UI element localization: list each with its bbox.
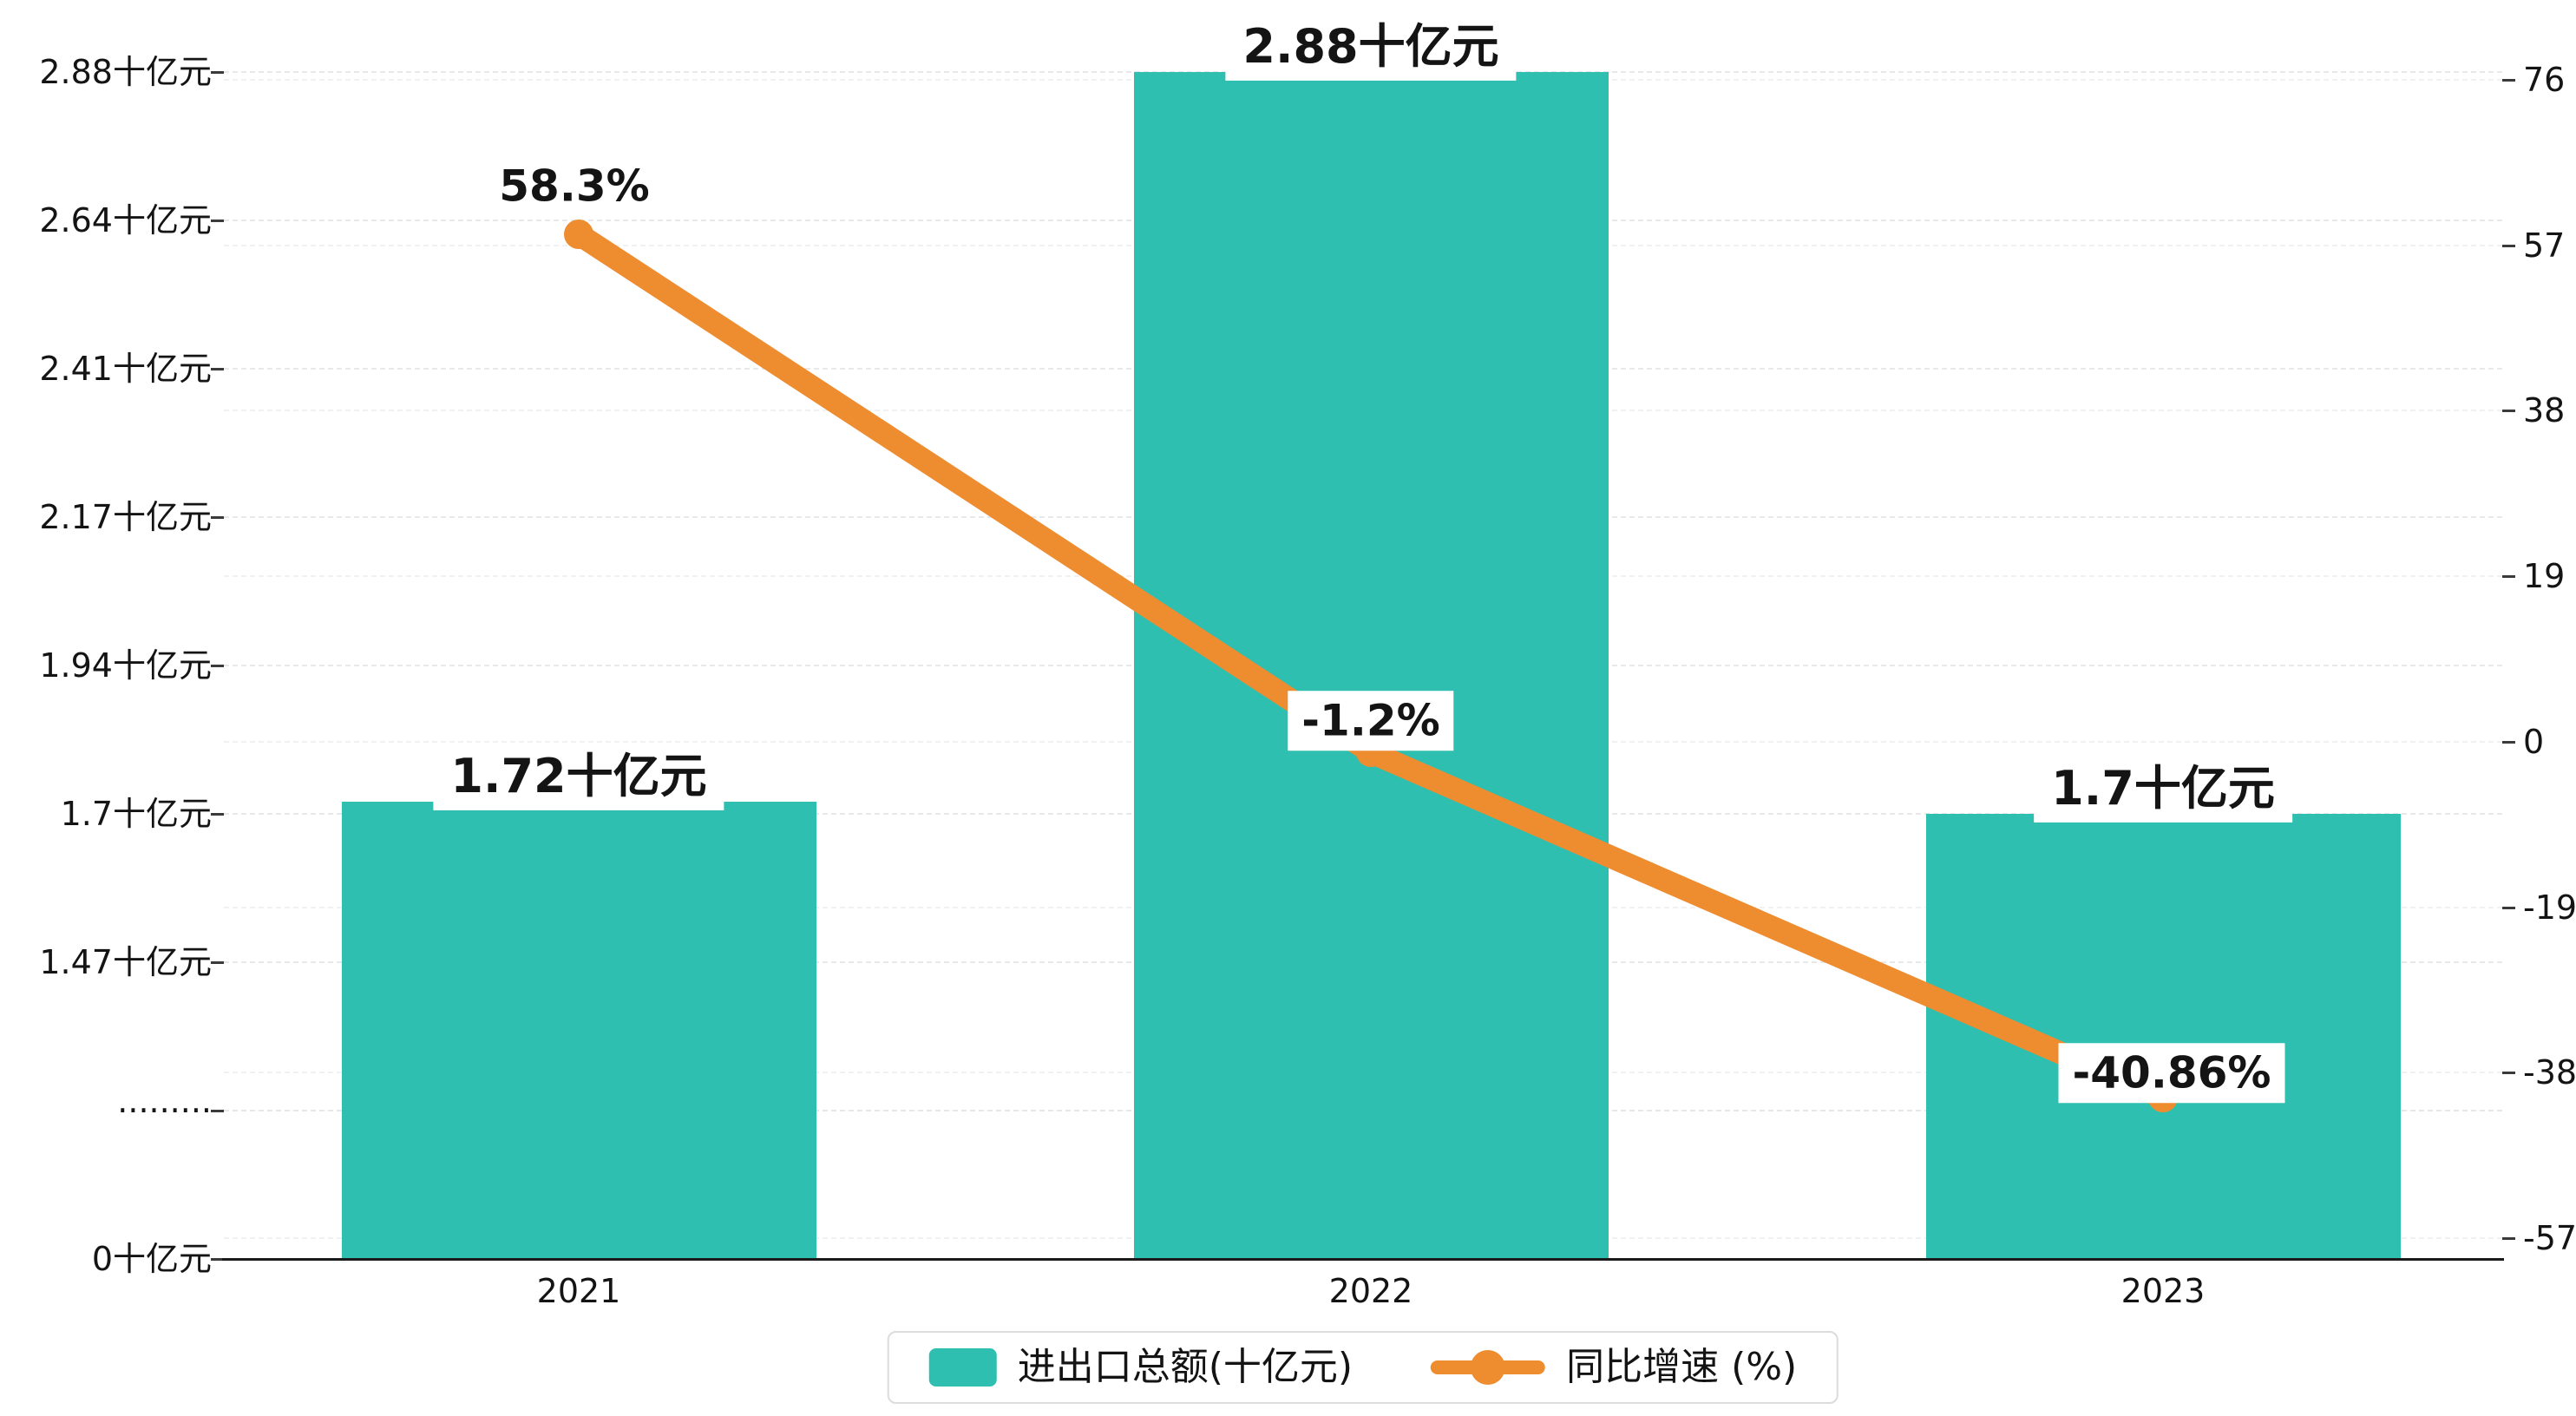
left-axis-tick-label: 2.88十亿元 xyxy=(39,53,212,91)
right-axis-tick-mark xyxy=(2502,575,2515,579)
left-axis-tick-mark xyxy=(211,961,224,964)
left-axis-tick-label: 1.94十亿元 xyxy=(39,646,212,685)
left-axis-tick-mark xyxy=(211,1258,224,1261)
growth-value-label-2021: 58.3% xyxy=(485,155,664,217)
bar-2022 xyxy=(1133,72,1609,1259)
left-axis-tick-label: 1.7十亿元 xyxy=(60,795,212,833)
right-axis-tick-mark xyxy=(2502,1072,2515,1075)
right-axis-tick-label: 19 xyxy=(2523,557,2566,596)
left-axis-tick-label: 2.41十亿元 xyxy=(39,350,212,388)
left-axis-tick-mark xyxy=(211,220,224,222)
bar-series-swatch-icon xyxy=(928,1348,997,1386)
legend-label-total: 进出口总额(十亿元) xyxy=(1017,1345,1354,1389)
right-axis-tick-mark xyxy=(2502,79,2515,82)
left-axis-tick-label: 0十亿元 xyxy=(91,1240,212,1278)
right-axis-tick-label: 38 xyxy=(2523,391,2566,430)
right-axis-tick-mark xyxy=(2502,740,2515,744)
right-axis-tick-mark xyxy=(2502,244,2515,247)
growth-value-label-2023: -40.86% xyxy=(2058,1043,2285,1104)
legend-item-total: 进出口总额(十亿元) xyxy=(928,1345,1354,1389)
growth-value-label-2022: -1.2% xyxy=(1288,691,1454,751)
x-axis-line xyxy=(222,1258,2504,1261)
left-axis-tick-label: 2.64十亿元 xyxy=(39,201,212,239)
x-axis-label-2023: 2023 xyxy=(2120,1272,2206,1310)
bar-2023 xyxy=(1925,814,2401,1259)
right-axis-tick-label: -19 xyxy=(2523,888,2576,927)
line-series-marker-icon xyxy=(1431,1350,1546,1385)
right-axis-tick-label: 0 xyxy=(2523,722,2545,761)
right-axis-tick-label: 76 xyxy=(2523,61,2566,99)
left-axis-tick-label: 1.47十亿元 xyxy=(39,943,212,981)
bar-value-label-2022: 2.88十亿元 xyxy=(1225,12,1517,81)
left-axis-tick-mark xyxy=(211,813,224,816)
right-axis-tick-mark xyxy=(2502,410,2515,413)
legend-item-growth: 同比增速 (%) xyxy=(1431,1348,1797,1386)
right-axis-tick-label: -57 xyxy=(2523,1219,2576,1257)
left-axis-tick-mark xyxy=(211,1110,224,1112)
left-axis-tick-label: ········· xyxy=(117,1092,212,1130)
left-axis-tick-mark xyxy=(211,665,224,667)
x-axis-label-2021: 2021 xyxy=(536,1272,621,1310)
legend-label-growth: 同比增速 (%) xyxy=(1566,1345,1798,1389)
right-axis-tick-mark xyxy=(2502,906,2515,909)
bar-value-label-2023: 1.7十亿元 xyxy=(2034,754,2292,823)
bar-value-label-2021: 1.72十亿元 xyxy=(433,742,724,810)
right-axis-tick-mark xyxy=(2502,1237,2515,1240)
left-axis-tick-label: 2.17十亿元 xyxy=(39,498,212,536)
bar-2021 xyxy=(341,801,816,1259)
right-axis-tick-label: -38 xyxy=(2523,1053,2576,1092)
left-axis-tick-mark xyxy=(211,368,224,370)
left-axis-tick-mark xyxy=(211,516,224,519)
x-axis-label-2022: 2022 xyxy=(1328,1272,1413,1310)
line-series-dot-icon xyxy=(1471,1350,1506,1385)
legend: 进出口总额(十亿元) 同比增速 (%) xyxy=(887,1331,1839,1404)
right-axis-tick-label: 57 xyxy=(2523,226,2566,265)
left-axis-tick-mark xyxy=(211,71,224,74)
